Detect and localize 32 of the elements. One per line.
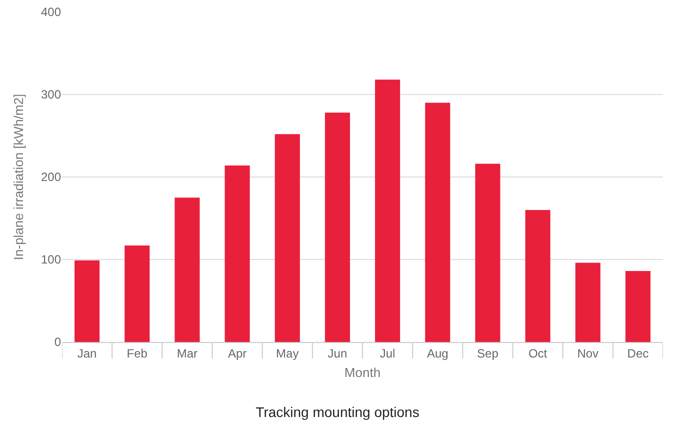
x-tick-label: Jul [380,346,396,360]
x-tick-label: Dec [627,346,649,360]
x-tick-label: May [276,346,299,360]
bar [274,134,300,342]
x-tick-label: Jan [77,346,97,360]
y-axis-title: In-plane irradiation [kWh/m2] [10,94,26,260]
bar [74,260,100,342]
x-tick-label: Apr [228,346,247,360]
y-tick-label: 400 [40,5,62,20]
y-tick-label: 100 [40,252,62,267]
y-tick-label: 0 [54,335,62,350]
x-tick-label: Sep [477,346,499,360]
x-tick-label: Mar [176,346,198,360]
x-axis-title: Month [344,365,381,380]
bar [575,262,600,342]
bar [324,112,350,342]
x-tick-label: Feb [126,346,148,360]
x-tick-label: Nov [577,346,599,360]
bar [625,271,650,342]
bar [525,210,550,342]
x-tick-label: Aug [426,346,448,360]
bar [224,165,250,342]
y-tick-label: 300 [40,88,62,102]
bar [375,80,400,342]
y-tick-label: 200 [40,170,62,184]
bar [174,198,200,342]
bar [425,102,450,342]
x-tick-label: Jun [328,346,348,360]
bar [124,245,150,342]
x-tick-label: Oct [528,346,548,360]
text: Tracking mounting options [256,404,420,420]
bar [475,164,500,342]
